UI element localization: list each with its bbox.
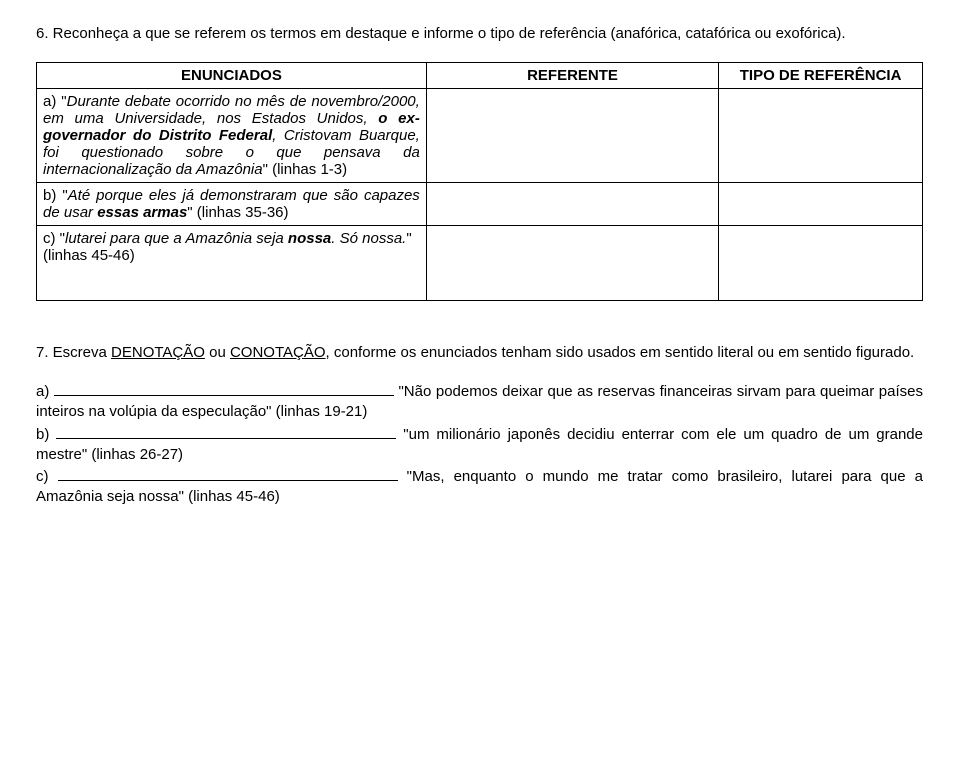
cell-c-enunciado: c) "lutarei para que a Amazônia seja nos… bbox=[37, 225, 427, 300]
table-row-a: a) "Durante debate ocorrido no mês de no… bbox=[37, 88, 923, 182]
q7-conot: CONOTAÇÃO bbox=[230, 344, 326, 361]
cell-b-tipo[interactable] bbox=[719, 182, 923, 225]
row-a-prefix: a) " bbox=[43, 93, 67, 110]
row-a-italic1: Durante debate ocorrido no mês de novemb… bbox=[43, 93, 420, 127]
row-b-suffix: " (linhas 35-36) bbox=[187, 204, 288, 221]
q7-b-label: b) bbox=[36, 426, 56, 443]
cell-b-referente[interactable] bbox=[426, 182, 718, 225]
q7-item-c: c) "Mas, enquanto o mundo me tratar como… bbox=[36, 465, 923, 508]
cell-a-referente[interactable] bbox=[426, 88, 718, 182]
question-7-prompt: 7. Escreva DENOTAÇÃO ou CONOTAÇÃO, confo… bbox=[36, 343, 923, 363]
row-c-italic2: . Só nossa. bbox=[331, 230, 406, 247]
q7-b-blank[interactable] bbox=[56, 423, 396, 439]
row-c-italic1: lutarei para que a Amazônia seja bbox=[65, 230, 288, 247]
q7-c-label: c) bbox=[36, 468, 58, 485]
row-c-prefix: c) " bbox=[43, 230, 65, 247]
q7-a-label: a) bbox=[36, 383, 54, 400]
row-b-bold: essas armas bbox=[97, 204, 187, 221]
cell-b-enunciado: b) "Até porque eles já demonstraram que … bbox=[37, 182, 427, 225]
cell-c-referente[interactable] bbox=[426, 225, 718, 300]
q7-item-a: a) "Não podemos deixar que as reservas f… bbox=[36, 380, 923, 423]
q7-pre: 7. Escreva bbox=[36, 344, 111, 361]
question-6-prompt: 6. Reconheça a que se referem os termos … bbox=[36, 24, 923, 44]
header-tipo: TIPO DE REFERÊNCIA bbox=[719, 62, 923, 88]
table-row-c: c) "lutarei para que a Amazônia seja nos… bbox=[37, 225, 923, 300]
q7-item-b: b) "um milionário japonês decidiu enterr… bbox=[36, 423, 923, 466]
cell-c-tipo[interactable] bbox=[719, 225, 923, 300]
q7-c-blank[interactable] bbox=[58, 465, 398, 481]
q7-a-blank[interactable] bbox=[54, 380, 394, 396]
row-a-suffix: " (linhas 1-3) bbox=[263, 161, 348, 178]
header-referente: REFERENTE bbox=[426, 62, 718, 88]
table-row-b: b) "Até porque eles já demonstraram que … bbox=[37, 182, 923, 225]
header-enunciados: ENUNCIADOS bbox=[37, 62, 427, 88]
row-b-prefix: b) " bbox=[43, 187, 68, 204]
q7-denot: DENOTAÇÃO bbox=[111, 344, 205, 361]
q7-post: , conforme os enunciados tenham sido usa… bbox=[326, 344, 915, 361]
cell-a-enunciado: a) "Durante debate ocorrido no mês de no… bbox=[37, 88, 427, 182]
row-c-bold: nossa bbox=[288, 230, 331, 247]
reference-table: ENUNCIADOS REFERENTE TIPO DE REFERÊNCIA … bbox=[36, 62, 923, 301]
cell-a-tipo[interactable] bbox=[719, 88, 923, 182]
q7-mid: ou bbox=[205, 344, 230, 361]
